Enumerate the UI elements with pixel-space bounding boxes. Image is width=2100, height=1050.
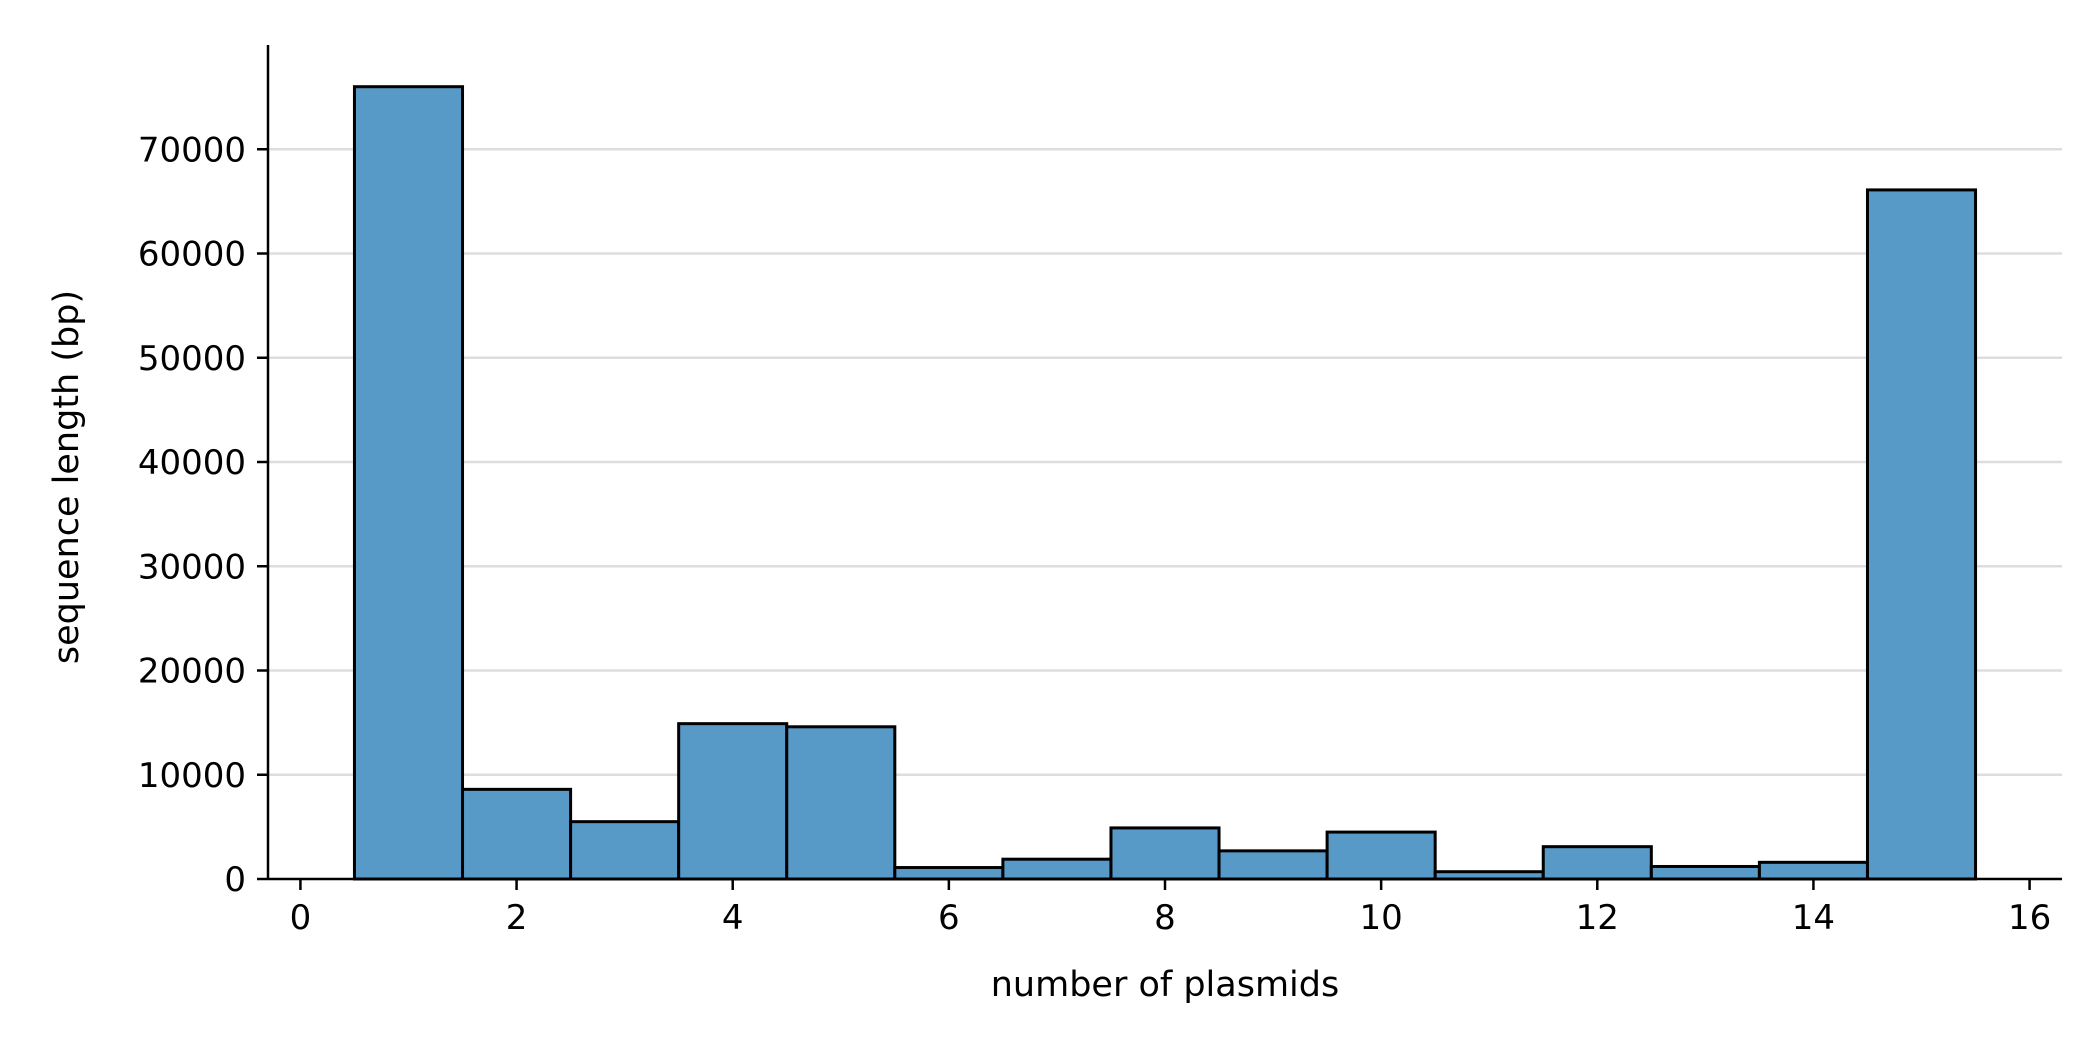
bar-15 xyxy=(1865,188,1978,881)
y-tick-label: 30000 xyxy=(138,547,246,587)
x-tick-label: 16 xyxy=(2008,898,2051,938)
x-axis-ticks: 0 2 4 6 8 10 12 14 16 xyxy=(290,879,2051,938)
x-tick-label: 4 xyxy=(722,898,744,938)
y-tick-label: 70000 xyxy=(138,130,246,170)
bar-13 xyxy=(1649,864,1761,881)
x-tick-label: 6 xyxy=(938,898,960,938)
x-tick-label: 8 xyxy=(1154,898,1176,938)
bar-4 xyxy=(677,722,789,881)
x-tick-label: 14 xyxy=(1792,898,1835,938)
bar-6 xyxy=(893,866,1005,881)
bar-2 xyxy=(461,787,573,881)
y-axis-ticks: 0 10000 20000 30000 40000 50000 60000 70000 xyxy=(138,130,268,900)
bar-9 xyxy=(1217,849,1329,881)
x-axis-label: number of plasmids xyxy=(991,965,1339,1005)
bars xyxy=(352,85,1978,881)
bar-7 xyxy=(1001,857,1113,881)
y-tick-label: 60000 xyxy=(138,235,246,275)
gridlines xyxy=(268,148,2062,776)
x-tick-label: 10 xyxy=(1360,898,1403,938)
y-tick-label: 10000 xyxy=(138,756,246,796)
y-tick-label: 50000 xyxy=(138,339,246,379)
bar-3 xyxy=(569,820,681,881)
y-tick-label: 0 xyxy=(224,860,246,900)
x-tick-label: 0 xyxy=(290,898,312,938)
bar-8 xyxy=(1109,826,1221,881)
x-tick-label: 12 xyxy=(1576,898,1619,938)
x-tick-label: 2 xyxy=(506,898,528,938)
bar-5 xyxy=(785,725,897,881)
bar-10 xyxy=(1325,830,1437,881)
y-axis-label: sequence length (bp) xyxy=(47,290,87,664)
bar-12 xyxy=(1541,845,1653,881)
y-tick-label: 20000 xyxy=(138,652,246,692)
bar-14 xyxy=(1757,860,1869,881)
y-tick-label: 40000 xyxy=(138,443,246,483)
bar-1 xyxy=(352,85,465,881)
